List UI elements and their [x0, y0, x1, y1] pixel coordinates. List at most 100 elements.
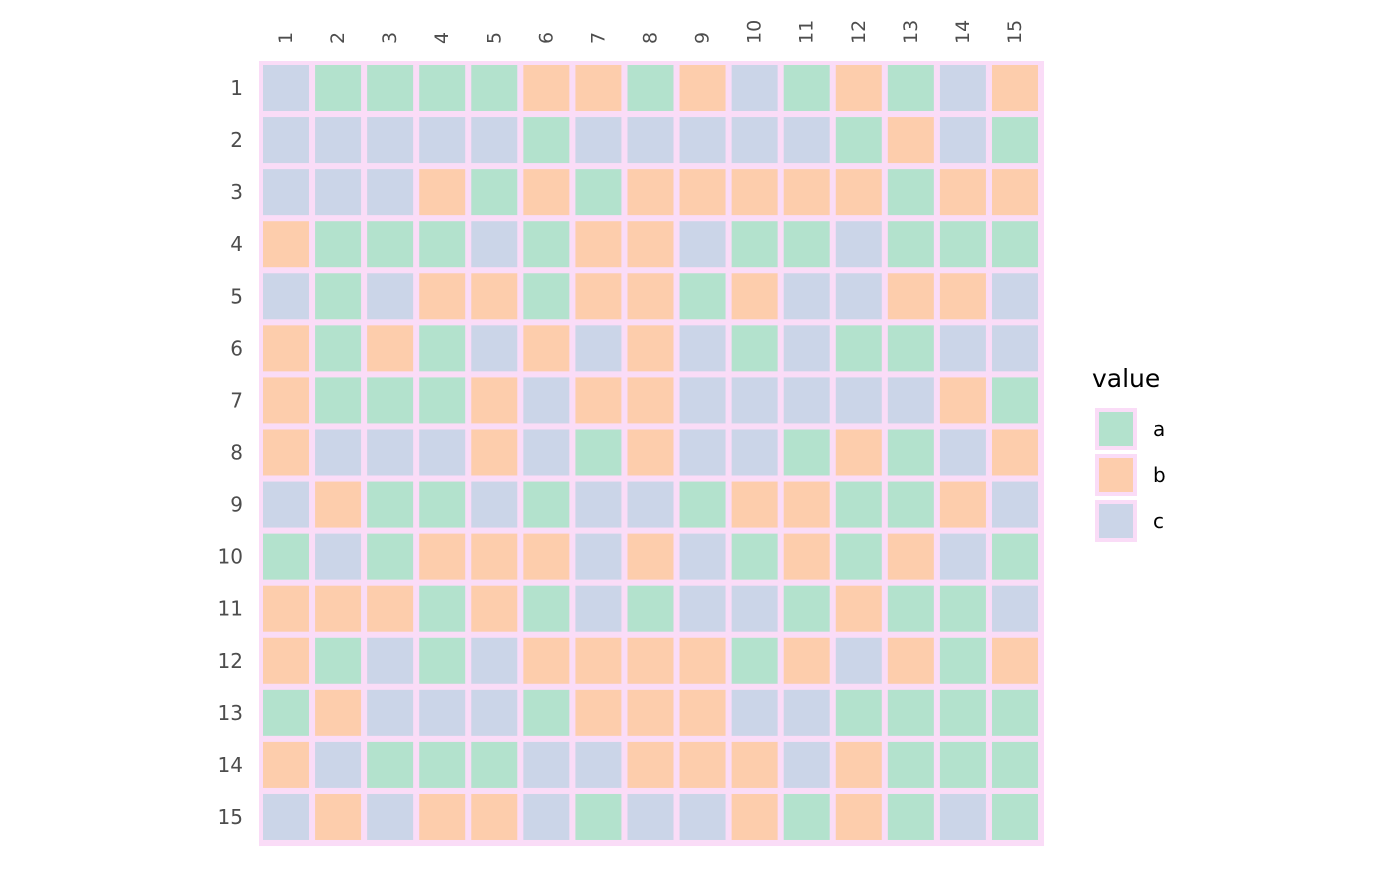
heatmap-cell [263, 637, 309, 684]
heatmap-cell [367, 585, 414, 632]
heatmap-cell [783, 533, 830, 580]
heatmap-cell [939, 117, 986, 164]
heatmap-cell [679, 221, 726, 268]
heatmap-cell [367, 481, 414, 528]
heatmap-cell [835, 481, 882, 528]
heatmap-cell [263, 117, 309, 164]
heatmap-cell [939, 793, 986, 840]
heatmap-cell [471, 533, 518, 580]
y-tick-label: 15 [218, 805, 243, 829]
heatmap-cell [679, 481, 726, 528]
heatmap-cell [575, 429, 622, 476]
heatmap-cell [887, 533, 934, 580]
heatmap-cell [939, 533, 986, 580]
heatmap-cell [783, 169, 830, 216]
x-tick-label: 3 [379, 32, 401, 44]
heatmap-cell [939, 481, 986, 528]
heatmap-cell [315, 377, 362, 424]
y-tick-label: 5 [230, 284, 243, 308]
heatmap-cell [783, 585, 830, 632]
heatmap-cell [315, 741, 362, 788]
heatmap-cell [887, 481, 934, 528]
legend-label: b [1153, 463, 1166, 487]
heatmap-cell [679, 169, 726, 216]
y-tick-label: 12 [218, 649, 243, 673]
y-tick-label: 14 [218, 753, 243, 777]
heatmap-cell [679, 637, 726, 684]
heatmap-cell [939, 637, 986, 684]
heatmap-cell [263, 429, 309, 476]
heatmap-cell [783, 325, 830, 372]
heatmap-cell [991, 793, 1038, 840]
heatmap-cell [471, 65, 518, 111]
heatmap-cell [367, 65, 414, 111]
heatmap-cell [315, 689, 362, 736]
heatmap-cell [731, 533, 778, 580]
heatmap-cell [315, 429, 362, 476]
heatmap-cell [367, 221, 414, 268]
heatmap-cell [627, 325, 674, 372]
heatmap-cell [627, 481, 674, 528]
heatmap-cell [991, 689, 1038, 736]
heatmap-cell [263, 273, 309, 320]
heatmap-cell [835, 793, 882, 840]
heatmap-cell [523, 481, 570, 528]
heatmap-cell [679, 273, 726, 320]
heatmap-cell [523, 637, 570, 684]
heatmap-cell [419, 533, 466, 580]
heatmap-cell [991, 65, 1038, 111]
heatmap-cell [263, 533, 309, 580]
heatmap-cell [263, 377, 309, 424]
heatmap-cell [991, 585, 1038, 632]
heatmap-cell [419, 169, 466, 216]
heatmap-cell [419, 429, 466, 476]
heatmap-cell [835, 637, 882, 684]
heatmap-cell [679, 741, 726, 788]
heatmap-cell [575, 585, 622, 632]
x-tick-label: 10 [744, 20, 766, 44]
legend-key-b [1099, 458, 1133, 492]
heatmap-cell [523, 533, 570, 580]
heatmap-cell [731, 637, 778, 684]
x-tick-label: 1 [275, 32, 297, 44]
heatmap-cell [887, 169, 934, 216]
heatmap-cell [471, 585, 518, 632]
heatmap-cell [575, 273, 622, 320]
heatmap-cell [835, 325, 882, 372]
heatmap-cell [523, 585, 570, 632]
heatmap-cell [731, 741, 778, 788]
heatmap-cell [835, 65, 882, 111]
heatmap-cell [263, 325, 309, 372]
heatmap-cell [835, 377, 882, 424]
heatmap-cell [367, 637, 414, 684]
y-tick-label: 4 [230, 232, 243, 256]
heatmap-cell [627, 273, 674, 320]
heatmap-cell [939, 169, 986, 216]
heatmap-cell [263, 689, 309, 736]
heatmap-cell [523, 273, 570, 320]
heatmap-cell [887, 585, 934, 632]
heatmap-cell [471, 377, 518, 424]
heatmap-cell [575, 117, 622, 164]
heatmap-cell [367, 689, 414, 736]
heatmap-cell [731, 169, 778, 216]
heatmap-cell [783, 377, 830, 424]
heatmap-cell [523, 689, 570, 736]
heatmap-cell [887, 117, 934, 164]
heatmap-cell [367, 533, 414, 580]
heatmap-cell [471, 221, 518, 268]
heatmap-cell [991, 169, 1038, 216]
heatmap-cell [367, 741, 414, 788]
legend-key-c [1099, 504, 1133, 538]
x-tick-label: 4 [431, 32, 453, 44]
heatmap-cell [731, 325, 778, 372]
heatmap-cell [419, 637, 466, 684]
heatmap-cell [991, 325, 1038, 372]
heatmap-cell [627, 117, 674, 164]
heatmap-cell [835, 585, 882, 632]
heatmap-cell [939, 585, 986, 632]
heatmap-cell [679, 117, 726, 164]
heatmap-cell [575, 689, 622, 736]
heatmap-cell [523, 429, 570, 476]
heatmap-cell [887, 637, 934, 684]
